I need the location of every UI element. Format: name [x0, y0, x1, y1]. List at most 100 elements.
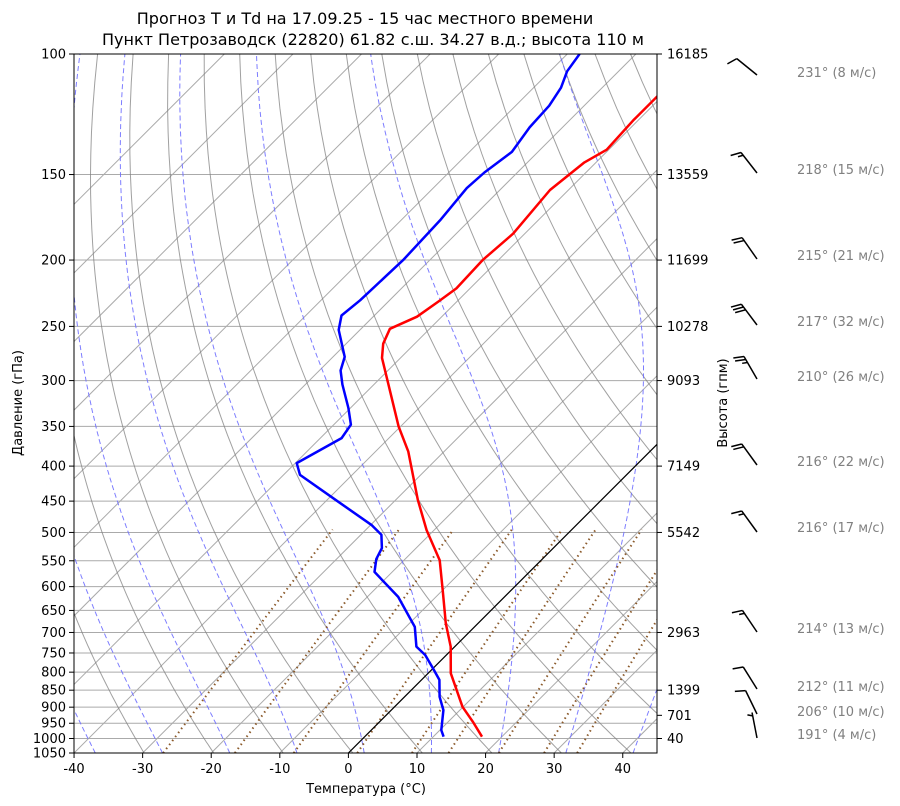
y-axis-label: Давление (гПа)	[11, 350, 26, 456]
dry-adiabat-line	[808, 54, 900, 753]
moist-adiabat-line	[179, 54, 365, 753]
barb-half-feather	[738, 612, 745, 616]
chart-subtitle: Пункт Петрозаводск (22820) 61.82 с.ш. 34…	[102, 30, 644, 49]
wind-label: 214° (13 м/с)	[797, 622, 885, 637]
barb-staff	[740, 303, 758, 326]
profile-curves	[295, 54, 657, 738]
temperature-profile-line	[380, 94, 657, 738]
mixing-ratio-line	[447, 528, 597, 753]
wind-label: 231° (8 м/с)	[797, 66, 876, 81]
x-tick-label: -30	[132, 762, 153, 777]
wind-barb	[731, 236, 758, 260]
y-tick-label: 150	[41, 168, 66, 183]
wind-barb	[747, 712, 758, 739]
y-tick-label: 1050	[33, 747, 66, 762]
dry-adiabat-line	[666, 54, 900, 753]
y-tick-label: 850	[41, 684, 66, 699]
height-tick-label: 10278	[667, 320, 708, 335]
wind-barb	[727, 57, 758, 76]
dry-adiabat-line	[381, 54, 657, 588]
wind-barb	[731, 510, 758, 533]
height-tick-label: 16185	[667, 48, 708, 63]
barb-staff	[744, 690, 758, 715]
isotherm-line	[622, 718, 657, 753]
dry-adiabat-line	[523, 54, 657, 330]
dry-adiabat-line	[274, 54, 632, 753]
dry-adiabat-line	[310, 54, 657, 715]
y-tick-label: 550	[41, 554, 66, 569]
barb-feather	[732, 306, 744, 311]
mixing-ratio-line	[498, 528, 643, 753]
barb-staff	[741, 610, 758, 633]
wind-barb	[734, 689, 758, 715]
y-tick-label: 100	[41, 48, 66, 63]
x-tick-label: 0	[344, 762, 352, 777]
dewpoint-profile-line	[295, 54, 581, 738]
mixing-ratio-line	[356, 528, 513, 753]
dry-adiabat-line	[487, 54, 657, 396]
y-tick-label: 350	[41, 420, 66, 435]
height-tick-label: 13559	[667, 168, 708, 183]
barb-half-feather	[742, 361, 748, 365]
height-tick-label: 11699	[667, 254, 708, 269]
dry-adiabat-line	[74, 611, 145, 753]
x-tick-label: -20	[201, 762, 222, 777]
y-tick-label: 400	[41, 460, 66, 475]
wind-label: 216° (22 м/с)	[797, 455, 885, 470]
wind-barbs: 231° (8 м/с) 218° (15 м/с) 215° (21 м/с) 21…	[727, 57, 885, 743]
height-tick-label: 5542	[667, 526, 700, 541]
barb-feather	[730, 303, 742, 308]
dry-adiabat-line	[239, 54, 562, 753]
wind-barb	[733, 355, 758, 380]
barb-feather	[733, 355, 745, 359]
barb-feather	[732, 666, 744, 670]
dry-adiabat-line	[702, 54, 900, 753]
zero-isotherm-line	[347, 443, 657, 753]
barb-staff	[741, 237, 758, 260]
x-axis-label: Температура (°C)	[305, 782, 426, 797]
y-tick-label: 600	[41, 580, 66, 595]
dry-adiabat-line	[416, 54, 657, 525]
barb-feather	[731, 236, 743, 241]
wind-label: 216° (17 м/с)	[797, 521, 885, 536]
dry-adiabat-line	[844, 54, 900, 753]
y-tick-label: 250	[41, 320, 66, 335]
height-tick-label: 7149	[667, 460, 700, 475]
x-tick-label: 30	[546, 762, 563, 777]
barb-staff	[743, 356, 758, 380]
y-tick-label: 700	[41, 626, 66, 641]
dry-adiabat-line	[167, 54, 423, 753]
dry-adiabat-line	[203, 54, 493, 753]
isotherm-line	[74, 54, 294, 274]
barb-half-feather	[737, 154, 744, 158]
barb-feather	[731, 510, 742, 515]
mixing-ratio-line	[162, 528, 334, 753]
y-tick-label: 1000	[33, 732, 66, 747]
mixing-ratio-line	[576, 618, 657, 753]
height-tick-label: 701	[667, 709, 692, 724]
y-tick-label: 900	[41, 701, 66, 716]
isotherm-line	[142, 237, 657, 753]
height-tick-label: 1399	[667, 684, 700, 699]
y-tick-label: 500	[41, 526, 66, 541]
moist-adiabat-line	[632, 687, 657, 753]
y-tick-label: 650	[41, 604, 66, 619]
dry-adiabat-line	[89, 54, 284, 753]
x-tick-label: -10	[269, 762, 290, 777]
wind-label: 210° (26 м/с)	[797, 370, 885, 385]
dry-adiabat-line	[129, 54, 354, 753]
background-grid	[74, 54, 900, 753]
barb-feather	[727, 57, 738, 65]
dry-adiabat-line	[737, 54, 900, 753]
isotherm-line	[74, 54, 637, 617]
barb-feather	[730, 151, 742, 157]
wind-barb	[730, 303, 758, 326]
wind-label: 212° (11 м/с)	[797, 680, 885, 695]
x-tick-label: 20	[477, 762, 494, 777]
x-tick-label: 40	[614, 762, 631, 777]
isotherm-line	[485, 580, 657, 753]
wind-label: 191° (4 м/с)	[797, 728, 876, 743]
isotherm-line	[74, 54, 568, 548]
plot-frame	[73, 53, 658, 754]
